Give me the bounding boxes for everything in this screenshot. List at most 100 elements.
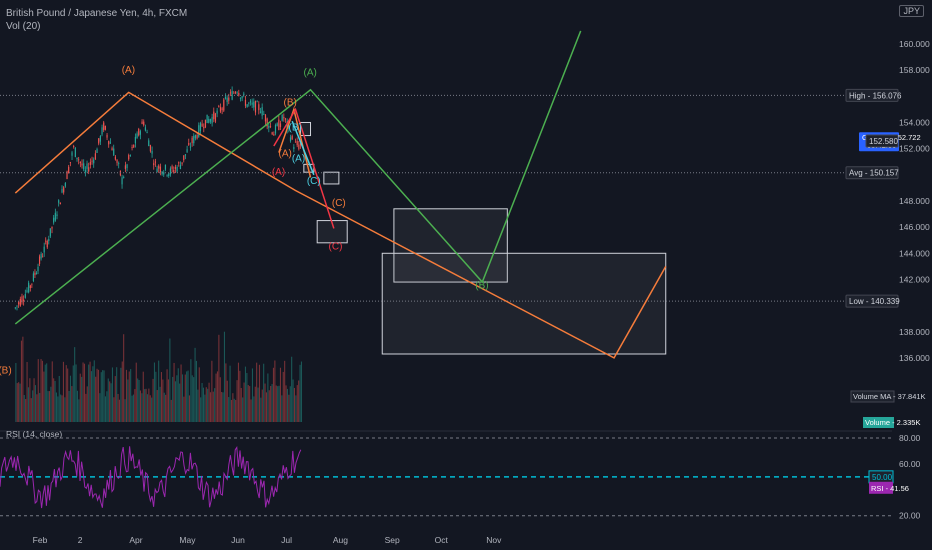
wave-label: (A) <box>292 154 305 165</box>
volume-bar <box>230 399 233 422</box>
level-badge <box>865 134 899 148</box>
volume-bar <box>151 397 153 422</box>
candle <box>118 163 120 165</box>
volume-bar <box>118 399 121 422</box>
volume-bar <box>256 362 258 422</box>
candle <box>278 119 280 131</box>
volume-bar <box>205 387 207 422</box>
candle <box>154 161 157 163</box>
candle <box>68 166 70 174</box>
candle <box>98 138 100 144</box>
candle <box>174 166 177 170</box>
volume-bar <box>172 376 174 422</box>
candle <box>49 228 51 237</box>
volume-bar <box>278 385 280 422</box>
candle <box>51 226 53 229</box>
level-badge-text: 152.580 <box>869 137 898 146</box>
candle <box>158 165 160 169</box>
volume-bar <box>54 380 56 422</box>
volume-bar <box>253 396 255 422</box>
candle <box>111 148 113 151</box>
rsi-axis-tick-label: 20.00 <box>899 511 921 521</box>
volume-bar <box>85 393 87 422</box>
volume-bar <box>72 365 74 422</box>
candle <box>139 131 142 135</box>
candle <box>236 92 238 94</box>
projection-box <box>300 121 312 137</box>
volume-bar <box>58 375 60 422</box>
volume-bar <box>116 367 118 422</box>
volume-bar <box>260 397 262 422</box>
wave-line <box>291 120 315 176</box>
candle <box>66 171 68 180</box>
candle <box>293 147 295 149</box>
candle <box>106 134 108 138</box>
candle <box>19 298 21 306</box>
volume-bar <box>62 361 65 422</box>
candle <box>206 114 208 124</box>
volume-bar <box>65 365 67 422</box>
volume-bar <box>272 367 275 422</box>
candle <box>166 174 168 176</box>
currency-button[interactable]: JPY <box>899 5 924 17</box>
candle <box>123 176 125 178</box>
volume-bar <box>193 377 195 422</box>
candle <box>223 99 225 111</box>
time-axis-tick-label: 2 <box>78 535 83 545</box>
volume-bar <box>33 378 35 422</box>
volume-ma-badge <box>850 390 895 403</box>
volume-bar <box>18 382 20 422</box>
time-axis-tick-label: May <box>179 535 196 545</box>
level-badge-text: High - 156.076 <box>849 91 902 100</box>
volume-bar <box>179 383 181 422</box>
candle <box>138 129 140 136</box>
candle <box>211 117 213 124</box>
volume-bar <box>250 399 252 422</box>
candle <box>264 114 267 122</box>
price-axis-tick-label: 142.000 <box>899 274 930 284</box>
volume-bar <box>60 394 62 422</box>
candle <box>299 143 302 146</box>
candle <box>288 125 290 129</box>
volume-bar <box>282 371 284 422</box>
rsi-axis-tick-label: 80.00 <box>899 433 921 443</box>
volume-bar <box>53 378 55 422</box>
candle <box>84 169 86 173</box>
candle <box>32 273 35 282</box>
symbol-title[interactable]: British Pound / Japanese Yen, 4h, FXCM <box>6 8 188 19</box>
candle <box>46 241 48 248</box>
volume-bar <box>209 392 212 422</box>
wave-line <box>14 30 582 325</box>
volume-bar <box>99 393 101 422</box>
candle <box>108 140 110 145</box>
candle <box>273 134 275 136</box>
volume-bar <box>286 388 289 422</box>
volume-bar <box>274 360 276 422</box>
volume-bar <box>261 389 263 422</box>
volume-bar <box>263 363 265 422</box>
candle <box>281 114 283 121</box>
candle <box>93 159 95 164</box>
candle <box>156 168 158 173</box>
volume-bar <box>32 390 34 422</box>
volume-bar <box>271 384 273 422</box>
candle <box>131 147 133 149</box>
candle <box>126 164 128 169</box>
candle <box>164 164 167 170</box>
volume-bar <box>293 387 296 422</box>
candle <box>228 97 230 101</box>
candle <box>29 285 31 288</box>
candle <box>283 117 285 119</box>
candle <box>253 101 255 108</box>
volume-bar <box>174 381 177 422</box>
candle <box>58 200 60 203</box>
time-axis-tick-label: Aug <box>333 535 348 545</box>
candle <box>184 154 187 156</box>
candle <box>189 146 192 148</box>
candle <box>254 100 257 113</box>
volume-indicator-title[interactable]: Vol (20) <box>6 21 41 32</box>
rsi-indicator-title: RSI (14, close) <box>6 429 62 439</box>
candle <box>18 302 20 305</box>
volume-bar <box>159 386 161 422</box>
